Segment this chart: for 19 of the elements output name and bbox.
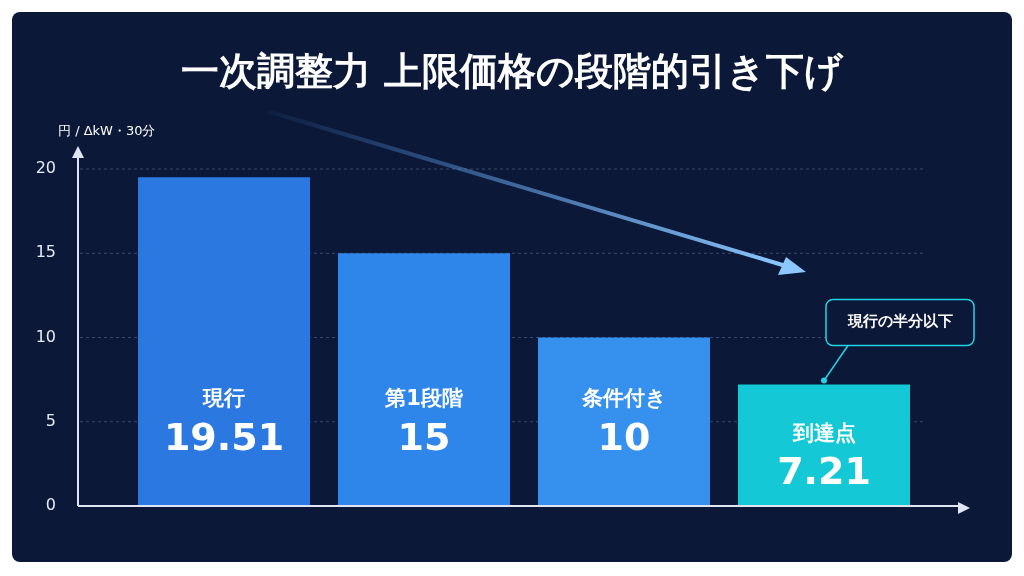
x-tick-label: 条件付き <box>580 386 667 411</box>
data-label: 7.21 <box>777 449 871 494</box>
y-tick-label: 5 <box>45 410 56 430</box>
y-axis-title: 円 / ΔkW・30分 <box>58 123 156 139</box>
y-tick-label: 20 <box>35 158 56 178</box>
annotation: 現行の半分以下 <box>846 312 953 331</box>
y-tick-label: 10 <box>35 326 56 346</box>
data-label: 15 <box>397 414 451 459</box>
y-tick-label: 15 <box>35 242 56 262</box>
bar <box>538 337 710 506</box>
y-tick-label: 0 <box>45 495 56 515</box>
x-tick-label: 到達点 <box>791 420 856 445</box>
chart-title: 一次調整力 上限価格の段階的引き下げ <box>180 48 845 93</box>
data-label: 10 <box>597 414 651 459</box>
data-label: 19.51 <box>163 414 285 459</box>
x-tick-label: 現行 <box>202 386 245 411</box>
bar <box>738 384 910 506</box>
x-tick-label: 第1段階 <box>384 386 464 411</box>
bar <box>138 177 310 506</box>
